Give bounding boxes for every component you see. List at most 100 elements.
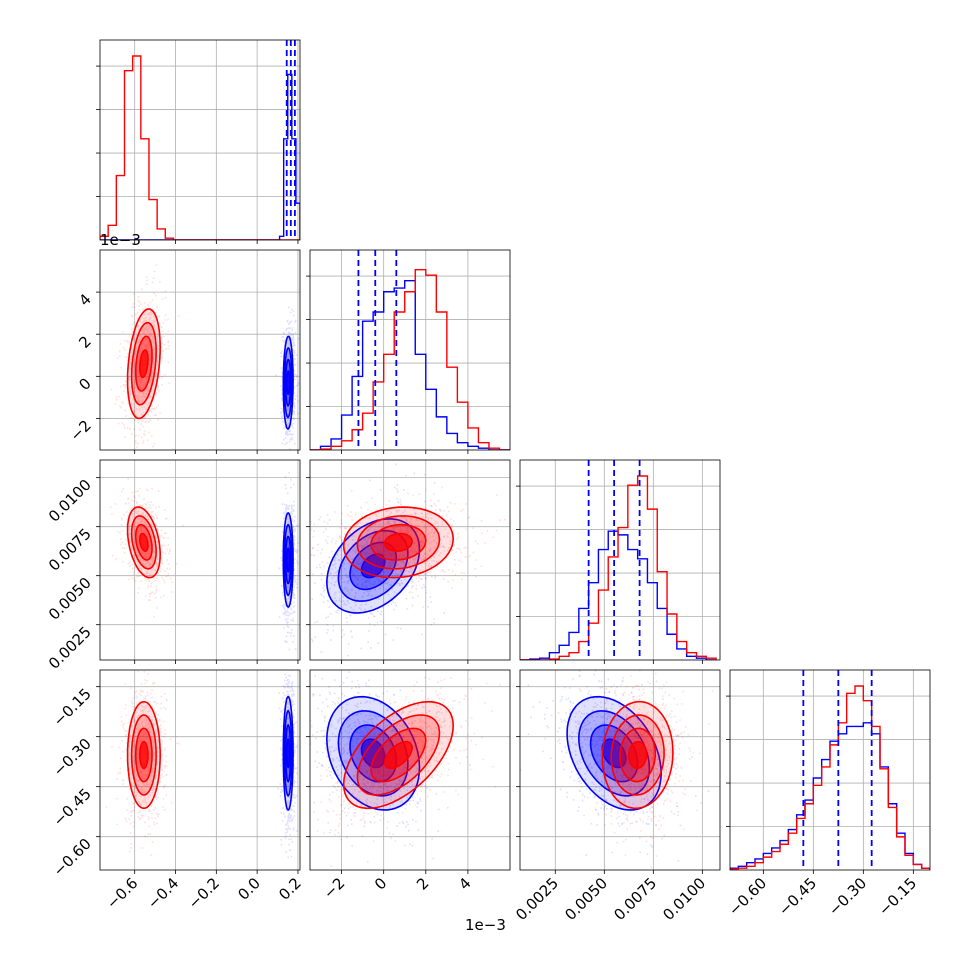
contour-blue	[337, 529, 409, 602]
contour-red	[370, 523, 427, 561]
contour-blue	[284, 358, 292, 407]
density-fill-red	[139, 741, 148, 769]
contour-red	[342, 700, 455, 810]
x-tick-label: 0	[371, 874, 390, 893]
x-tick-label: −0.6	[103, 874, 141, 912]
joint-panel-0-3: −0.6 −0.4 −0.2 0.0 0.2 −0.60 −0.45 −0.30 −0.15	[50, 669, 305, 913]
contour-red	[627, 740, 648, 770]
y-tick-label: −0.30	[50, 735, 95, 780]
contour-red	[126, 700, 162, 810]
contour-red	[134, 523, 153, 561]
axes-frame	[519, 459, 721, 661]
y-tick-label: 0.0100	[45, 476, 95, 526]
axes-frame	[99, 39, 301, 241]
x-tick-label: 0.0050	[561, 874, 611, 924]
x-offset-text: 1e−3	[465, 916, 506, 934]
contour-blue	[284, 723, 292, 783]
contour-blue	[283, 709, 293, 797]
contour-blue	[337, 710, 409, 797]
contour-blue	[282, 695, 294, 811]
contour-red	[130, 515, 157, 570]
histogram-panel-0	[96, 39, 301, 244]
x-tick-label: −2	[320, 874, 348, 902]
contour-red	[601, 700, 674, 810]
contour-blue	[286, 738, 291, 769]
x-tick-label: −0.60	[725, 874, 770, 919]
x-tick-label: −0.4	[144, 874, 182, 912]
axes-frame	[309, 459, 511, 661]
contour-blue	[325, 695, 421, 811]
y-tick-label: −0.15	[50, 685, 95, 730]
contour-blue	[283, 347, 293, 419]
contour-red	[356, 714, 441, 796]
contour-blue	[349, 724, 398, 783]
histogram-panel-1	[306, 249, 511, 454]
histogram-blue	[100, 73, 300, 240]
axes-frame	[99, 459, 301, 661]
joint-panel-1-2	[306, 459, 511, 664]
scatter-blue	[310, 463, 449, 657]
x-tick-label: 0.0100	[659, 874, 709, 924]
x-tick-label: 4	[455, 874, 474, 893]
histogram-red	[100, 55, 300, 240]
axes-frame	[99, 249, 301, 451]
contour-red	[139, 349, 149, 379]
y-tick-label: 4	[75, 290, 94, 309]
axes-frame	[309, 669, 511, 871]
contour-red	[610, 714, 665, 796]
histogram-blue	[310, 280, 510, 450]
contour-red	[619, 727, 657, 783]
contour-blue	[286, 547, 291, 573]
y-tick-label: 0	[75, 374, 94, 393]
contour-red	[134, 727, 153, 783]
contour-red	[126, 506, 162, 579]
x-tick-label: 2	[413, 874, 432, 893]
contour-blue	[566, 695, 663, 811]
density-fill-red	[628, 741, 647, 769]
y-tick-label: 0.0025	[45, 623, 95, 673]
contour-red	[130, 714, 157, 796]
density-fill-red	[384, 533, 413, 552]
x-tick-label: −0.15	[875, 874, 920, 919]
scatter-red	[565, 672, 714, 857]
contour-blue	[325, 518, 421, 614]
joint-panel-1-3: −2 0 2 4	[306, 669, 511, 902]
axes-frame	[99, 669, 301, 871]
x-tick-label: 0.2	[275, 874, 305, 904]
joint-panel-2-3: 0.0025 0.0050 0.0075 0.0100	[512, 669, 721, 924]
contour-blue	[284, 535, 292, 585]
y-tick-label: 2	[75, 332, 94, 351]
contour-blue	[282, 511, 294, 609]
scatter-red	[313, 676, 510, 868]
histogram-panel-2	[516, 459, 721, 664]
histogram-red	[730, 685, 930, 870]
x-tick-label: 0.0075	[610, 874, 660, 924]
x-tick-label: −0.2	[185, 874, 223, 912]
density-fill-blue	[361, 739, 385, 768]
y-tick-label: −0.45	[50, 785, 95, 830]
y-tick-label: 0.0050	[45, 574, 95, 624]
axes-frame	[729, 669, 931, 871]
contour-red	[383, 532, 413, 553]
joint-panel-0-1: −2 0 2 4	[66, 249, 301, 454]
x-tick-label: −0.30	[825, 874, 870, 919]
axes-frame	[309, 249, 511, 451]
contour-red	[370, 727, 427, 783]
axes-frame	[519, 669, 721, 871]
histogram-red	[310, 268, 510, 450]
y-tick-label: −2	[66, 417, 94, 445]
contour-red	[134, 335, 153, 392]
scatter-red	[310, 474, 506, 627]
contour-red	[383, 740, 413, 770]
contour-red	[130, 321, 157, 406]
y-tick-label: 0.0075	[45, 525, 95, 575]
contour-blue	[283, 523, 293, 597]
contour-blue	[286, 370, 291, 395]
y-offset-text: 1e−3	[100, 231, 141, 249]
contour-red	[356, 515, 441, 570]
scatter-blue	[277, 670, 299, 870]
y-tick-label: −0.60	[50, 835, 95, 880]
x-tick-label: −0.45	[775, 874, 820, 919]
